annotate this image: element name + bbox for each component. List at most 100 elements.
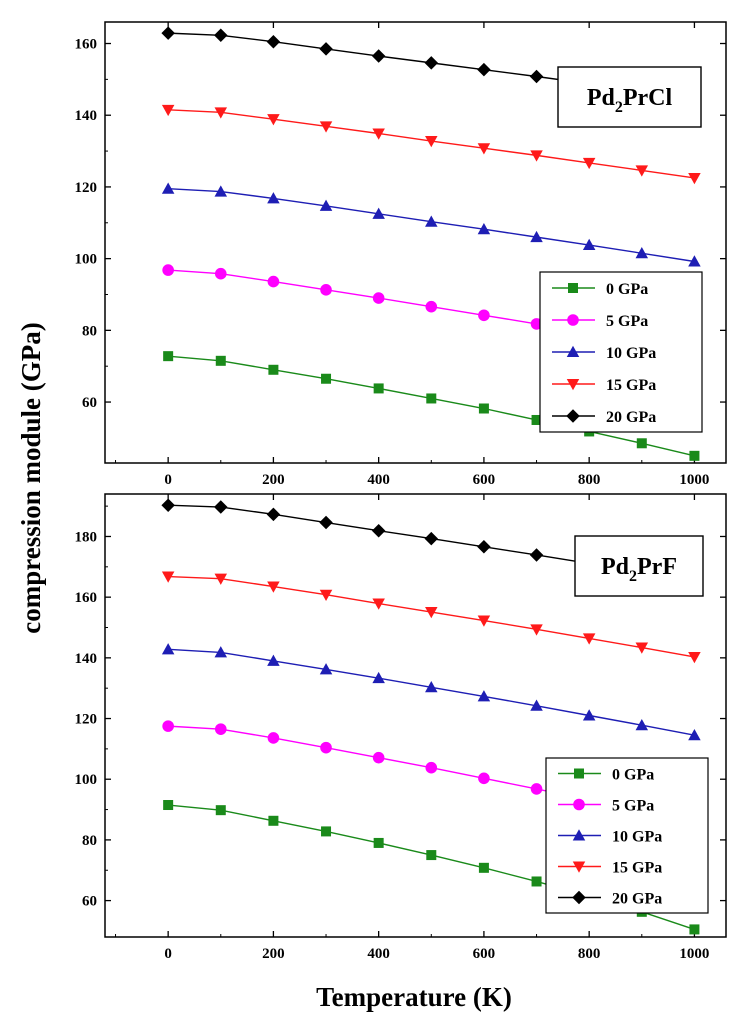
data-point <box>266 34 281 49</box>
data-point <box>267 654 280 666</box>
data-point <box>319 42 333 56</box>
data-point <box>582 157 596 170</box>
data-point <box>319 515 333 530</box>
y-tick-label: 80 <box>82 833 97 849</box>
data-point <box>321 826 332 837</box>
legend-marker <box>572 829 586 841</box>
x-axis-title: Temperature (K) <box>316 982 512 1012</box>
x-tick-label: 600 <box>473 472 496 488</box>
data-point <box>372 128 385 140</box>
data-point <box>373 837 384 848</box>
data-point <box>426 393 437 404</box>
data-point <box>477 540 491 554</box>
data-point <box>425 136 438 148</box>
data-point <box>267 275 280 288</box>
data-point <box>635 718 649 731</box>
data-point <box>215 355 226 366</box>
legend-label: 0 GPa <box>612 767 654 784</box>
data-point <box>266 507 281 522</box>
data-point <box>319 589 333 601</box>
data-point <box>425 681 438 693</box>
data-point <box>267 581 280 593</box>
data-point <box>214 573 228 585</box>
legend-marker <box>572 861 586 873</box>
x-tick-label: 600 <box>473 946 496 962</box>
y-tick-label: 160 <box>75 37 98 53</box>
legend-marker <box>568 283 578 293</box>
data-point <box>530 783 543 795</box>
data-point <box>425 215 438 227</box>
data-point <box>477 690 491 702</box>
legend-item-20-gpa: 20 GPa <box>558 891 662 908</box>
data-point <box>214 267 227 280</box>
data-point <box>267 192 280 204</box>
legend-marker <box>566 409 580 423</box>
legend-item-5-gpa: 5 GPa <box>558 798 654 815</box>
x-tick-label: 800 <box>578 472 601 488</box>
plot-frame <box>104 21 727 464</box>
data-point <box>530 230 543 243</box>
data-point <box>214 28 228 43</box>
data-point <box>267 114 280 126</box>
x-tick-label: 200 <box>262 472 285 488</box>
data-point <box>214 646 228 658</box>
data-point <box>371 49 386 63</box>
data-point <box>372 598 385 610</box>
data-point <box>478 403 489 414</box>
data-point <box>425 300 438 313</box>
legend-item-10-gpa: 10 GPa <box>552 345 656 362</box>
data-point <box>162 720 174 732</box>
data-point <box>161 104 175 117</box>
data-point <box>688 728 701 741</box>
data-point <box>424 56 439 70</box>
x-tick-label: 400 <box>367 472 390 488</box>
data-point <box>163 351 174 362</box>
data-point <box>635 247 649 259</box>
data-point <box>531 876 542 887</box>
legend-marker <box>567 314 579 326</box>
data-point <box>214 723 227 735</box>
data-point <box>635 165 649 177</box>
legend-label: 5 GPa <box>606 313 648 330</box>
y-axis-title: compression module (GPa) <box>16 322 46 634</box>
data-point <box>161 571 175 583</box>
data-point <box>688 651 701 664</box>
data-point <box>267 732 280 744</box>
legend-item-5-gpa: 5 GPa <box>552 313 648 330</box>
chart-panel-pd2prcl: 0 200 400 600 800 1000 60 80 100 120 140 160 Pd2PrCl… <box>75 21 727 488</box>
legend-label: 15 GPa <box>612 860 662 877</box>
legend-marker <box>573 798 585 811</box>
data-point <box>477 143 491 155</box>
data-point <box>689 450 700 461</box>
data-point <box>426 850 437 861</box>
data-point <box>162 264 174 276</box>
data-point <box>636 438 647 449</box>
data-point <box>530 699 543 711</box>
x-tick-label: 1000 <box>679 946 709 962</box>
legend-label: 10 GPa <box>612 829 662 846</box>
x-tick-label: 800 <box>578 946 601 962</box>
data-point <box>372 671 385 684</box>
data-point <box>161 498 175 512</box>
legend-marker <box>566 379 580 391</box>
legend-label: 0 GPa <box>606 281 648 298</box>
series-15-gpa <box>161 571 701 664</box>
data-point <box>321 373 332 384</box>
x-tick-label: 200 <box>262 946 285 962</box>
data-point <box>478 309 490 322</box>
x-tick-label: 0 <box>164 472 172 488</box>
data-point <box>320 284 332 296</box>
compound-label-box <box>557 66 702 128</box>
legend-label: 10 GPa <box>606 345 656 362</box>
data-point <box>214 107 228 119</box>
y-tick-label: 100 <box>75 252 98 268</box>
compound-label: Pd2PrF <box>601 554 677 585</box>
y-tick-label: 80 <box>82 323 97 339</box>
plot-frame <box>104 493 727 938</box>
data-point <box>582 633 596 645</box>
data-point <box>268 364 279 375</box>
data-point <box>268 815 279 826</box>
data-point <box>689 924 700 935</box>
legend-item-15-gpa: 15 GPa <box>558 860 662 877</box>
